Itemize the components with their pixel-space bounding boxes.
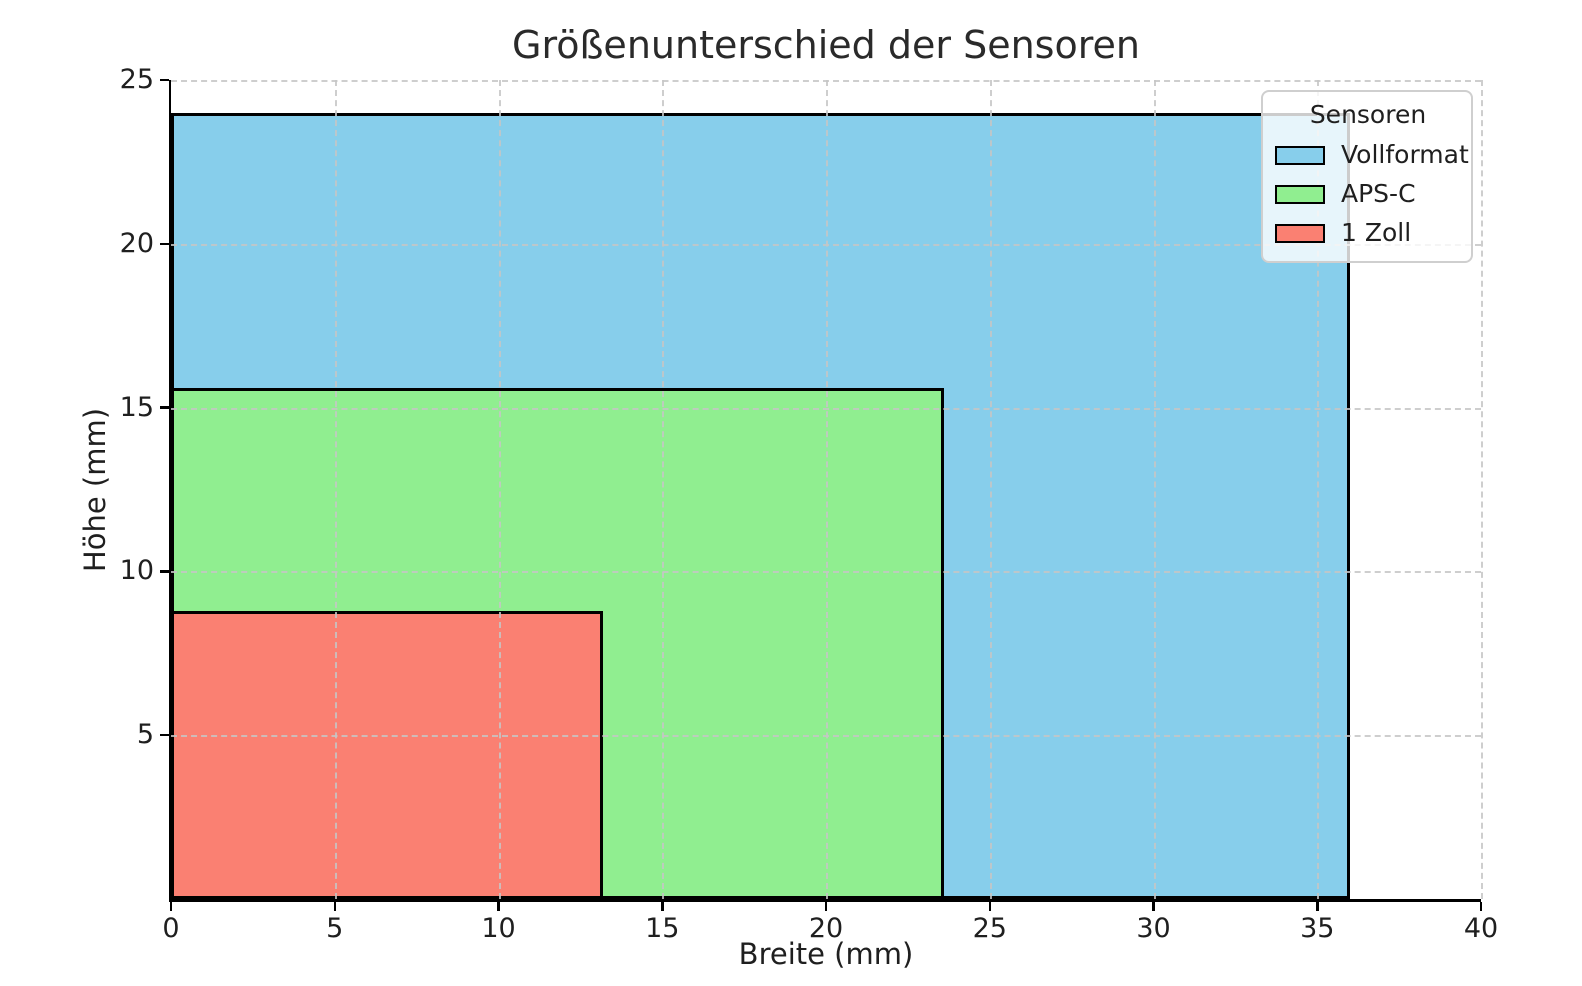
x-tick-label-40: 40: [1463, 913, 1499, 944]
chart-title: Größenunterschied der Sensoren: [512, 23, 1140, 67]
x-tick-label-35: 35: [1300, 913, 1335, 944]
gridline-x-10: [498, 80, 501, 899]
y-axis-label: Höhe (mm): [78, 407, 112, 573]
y-tick-label-25: 25: [119, 64, 154, 95]
y-tick-label-15: 15: [119, 391, 154, 423]
x-axis-spine: [168, 899, 1481, 902]
y-tick-mark-20: [159, 242, 169, 246]
y-tick-label-20: 20: [119, 227, 154, 259]
grid-layer: [171, 80, 1483, 899]
legend-item-label: 1 Zoll: [1341, 218, 1412, 247]
y-tick-mark-10: [159, 570, 169, 573]
x-tick-mark-25: [988, 901, 991, 911]
plot-area: 0 5 10 15 20 25 30 35 40 5 10 15 20 25 Sensoren Vollf…: [120, 65, 1499, 944]
x-tick-mark-20: [824, 901, 828, 911]
x-tick-label-15: 15: [645, 913, 680, 944]
x-tick-mark-30: [1152, 901, 1155, 911]
legend-swatch-1-zoll: [1275, 223, 1325, 243]
gridline-y-20: [171, 243, 1481, 246]
legend-item-aps-c: APS-C: [1275, 180, 1461, 208]
gridline-x-30: [1153, 80, 1156, 899]
x-tick-mark-5: [333, 901, 336, 911]
gridline-y-10: [171, 571, 1481, 574]
x-tick-mark-40: [1479, 901, 1483, 911]
gridline-x-15: [662, 80, 665, 899]
gridline-x-20: [826, 80, 828, 899]
x-tick-mark-0: [169, 901, 173, 911]
sensor-rect-1-zoll: [171, 610, 604, 899]
x-tick-label-0: 0: [162, 913, 180, 944]
gridline-y-25: [171, 80, 1481, 82]
y-tick-label-10: 10: [119, 555, 154, 587]
x-tick-mark-10: [497, 901, 500, 911]
x-tick-mark-35: [1316, 901, 1319, 911]
gridline-y-15: [171, 407, 1481, 410]
legend-title: Sensoren: [1309, 100, 1427, 129]
legend-rows: Vollformat APS-C 1 Zoll: [1275, 141, 1469, 247]
x-tick-label-10: 10: [481, 913, 516, 944]
legend-swatch-aps-c: [1275, 184, 1325, 204]
gridline-x-40: [1481, 80, 1483, 899]
y-tick-mark-25: [159, 78, 169, 82]
x-tick-label-25: 25: [972, 913, 1007, 944]
legend: Sensoren Vollformat APS-C 1 Zoll: [1261, 90, 1473, 263]
gridline-y-5: [171, 735, 1481, 738]
y-tick-mark-15: [159, 406, 169, 409]
gridline-x-35: [1317, 80, 1320, 899]
y-axis-spine: [168, 80, 171, 902]
x-tick-mark-15: [661, 901, 664, 911]
y-tick-mark-5: [159, 733, 169, 737]
legend-item-vollformat: Vollformat: [1275, 141, 1469, 169]
gridline-x-5: [334, 80, 337, 899]
y-tick-label-5: 5: [136, 719, 154, 751]
legend-item-label: Vollformat: [1341, 140, 1469, 169]
tick-layer: 0 5 10 15 20 25 30 35 40 5 10 15 20 25: [120, 65, 1499, 944]
legend-item-1-zoll: 1 Zoll: [1275, 219, 1461, 247]
legend-swatch-vollformat: [1275, 145, 1325, 165]
x-tick-label-5: 5: [326, 913, 344, 944]
x-tick-label-20: 20: [808, 913, 844, 944]
legend-item-label: APS-C: [1341, 179, 1416, 208]
x-axis-label: Breite (mm): [738, 937, 914, 971]
x-tick-label-30: 30: [1136, 913, 1171, 944]
gridline-x-25: [989, 80, 992, 899]
